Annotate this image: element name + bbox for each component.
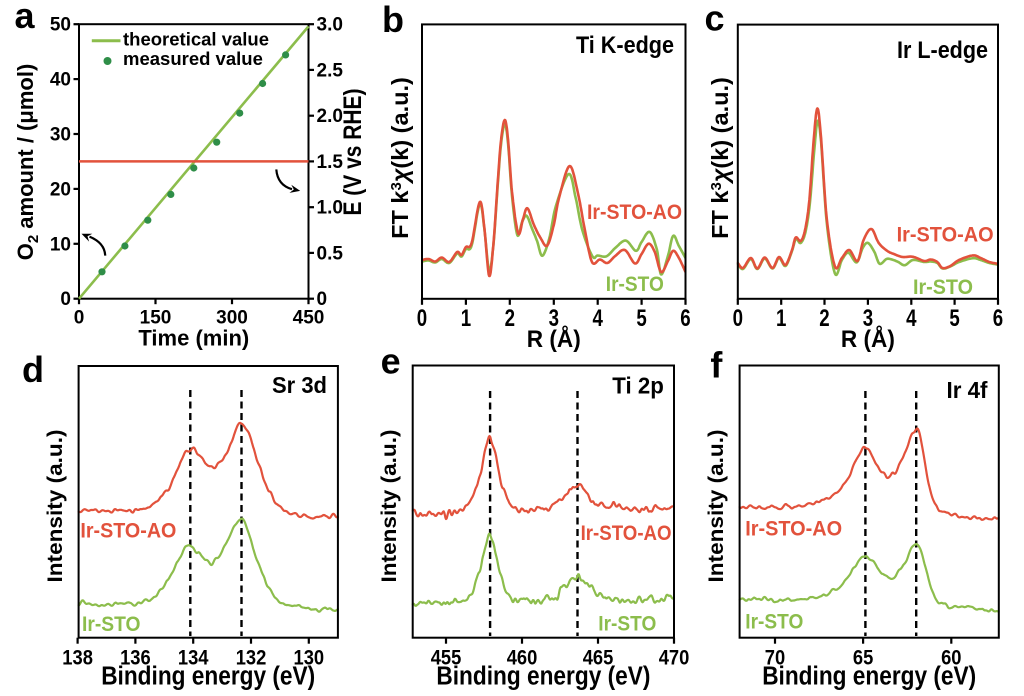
svg-text:Binding energy (eV): Binding energy (eV) — [101, 663, 315, 691]
svg-text:measured value: measured value — [123, 48, 263, 69]
svg-text:Ti 2p: Ti 2p — [612, 373, 664, 399]
svg-text:130: 130 — [294, 646, 325, 670]
svg-text:e: e — [381, 341, 401, 382]
svg-text:1.0: 1.0 — [317, 198, 343, 219]
svg-text:Ir-STO: Ir-STO — [598, 612, 656, 635]
svg-text:455: 455 — [431, 646, 462, 670]
svg-text:6: 6 — [680, 305, 690, 332]
svg-text:20: 20 — [50, 179, 71, 200]
svg-text:Binding energy (eV): Binding energy (eV) — [436, 663, 650, 691]
svg-text:0: 0 — [60, 289, 71, 310]
svg-text:3.0: 3.0 — [317, 15, 343, 36]
svg-text:30: 30 — [50, 125, 71, 146]
svg-text:Ir-STO: Ir-STO — [913, 276, 973, 299]
svg-text:138: 138 — [62, 646, 93, 670]
svg-text:Binding energy (eV): Binding energy (eV) — [762, 663, 976, 691]
svg-text:1: 1 — [776, 305, 786, 332]
svg-text:0: 0 — [74, 308, 85, 329]
svg-text:2: 2 — [505, 305, 515, 332]
svg-text:FT k3χ(k) (a.u.): FT k3χ(k) (a.u.) — [387, 77, 413, 239]
svg-text:O2 amount / (μmol): O2 amount / (μmol) — [13, 64, 42, 261]
svg-text:b: b — [382, 0, 404, 40]
svg-text:Intensity (a.u.): Intensity (a.u.) — [705, 430, 728, 583]
svg-text:0: 0 — [417, 305, 427, 332]
svg-text:Intensity (a.u.): Intensity (a.u.) — [44, 430, 67, 583]
svg-text:Ir-STO-AO: Ir-STO-AO — [80, 520, 176, 543]
svg-text:470: 470 — [659, 646, 690, 670]
svg-text:theoretical value: theoretical value — [123, 28, 269, 49]
svg-text:3: 3 — [863, 305, 873, 332]
svg-text:Ir-STO: Ir-STO — [745, 611, 803, 634]
svg-text:d: d — [22, 349, 44, 390]
svg-text:1: 1 — [461, 305, 471, 332]
svg-text:300: 300 — [216, 308, 248, 329]
svg-text:134: 134 — [178, 646, 209, 670]
svg-text:136: 136 — [120, 646, 151, 670]
svg-text:5: 5 — [636, 305, 646, 332]
svg-text:2.5: 2.5 — [317, 60, 344, 81]
svg-text:Ir-STO-AO: Ir-STO-AO — [587, 201, 682, 224]
svg-text:Ir-STO-AO: Ir-STO-AO — [745, 518, 842, 541]
svg-text:0.5: 0.5 — [317, 243, 344, 264]
svg-text:465: 465 — [583, 646, 614, 670]
svg-text:2: 2 — [819, 305, 829, 332]
svg-text:60: 60 — [941, 646, 961, 670]
svg-text:65: 65 — [853, 646, 873, 670]
svg-text:4: 4 — [593, 305, 604, 332]
svg-text:Ir-STO-AO: Ir-STO-AO — [581, 522, 672, 545]
svg-text:Ir-STO: Ir-STO — [606, 273, 664, 296]
svg-text:2.0: 2.0 — [317, 106, 343, 127]
svg-text:c: c — [705, 0, 725, 38]
svg-text:Ir-STO-AO: Ir-STO-AO — [897, 224, 994, 247]
svg-text:Ir L-edge: Ir L-edge — [897, 37, 988, 64]
svg-text:70: 70 — [765, 646, 785, 670]
svg-text:460: 460 — [507, 646, 538, 670]
svg-text:E (V vs RHE): E (V vs RHE) — [339, 89, 367, 216]
svg-text:0: 0 — [733, 305, 743, 332]
svg-text:0: 0 — [317, 289, 328, 310]
svg-text:FT k3χ(k) (a.u.): FT k3χ(k) (a.u.) — [707, 77, 733, 239]
svg-text:4: 4 — [906, 305, 917, 332]
svg-text:a: a — [15, 0, 36, 36]
svg-text:f: f — [710, 345, 723, 386]
svg-text:5: 5 — [949, 305, 959, 332]
svg-text:Intensity (a.u.): Intensity (a.u.) — [378, 430, 401, 583]
svg-text:10: 10 — [50, 234, 71, 255]
svg-text:3: 3 — [549, 305, 559, 332]
svg-text:1.5: 1.5 — [317, 152, 344, 173]
svg-text:150: 150 — [140, 308, 172, 329]
svg-text:Ti K-edge: Ti K-edge — [576, 32, 674, 59]
svg-text:Sr 3d: Sr 3d — [272, 372, 327, 398]
svg-text:132: 132 — [236, 646, 267, 670]
svg-text:50: 50 — [50, 15, 71, 36]
svg-text:450: 450 — [293, 308, 325, 329]
svg-text:R (Å): R (Å) — [841, 325, 895, 353]
svg-text:40: 40 — [50, 70, 71, 91]
svg-text:Ir-STO: Ir-STO — [82, 613, 141, 636]
svg-text:6: 6 — [993, 305, 1003, 332]
svg-text:Ir 4f: Ir 4f — [947, 377, 988, 403]
svg-text:R (Å): R (Å) — [527, 325, 581, 353]
svg-text:Time (min): Time (min) — [138, 326, 249, 351]
